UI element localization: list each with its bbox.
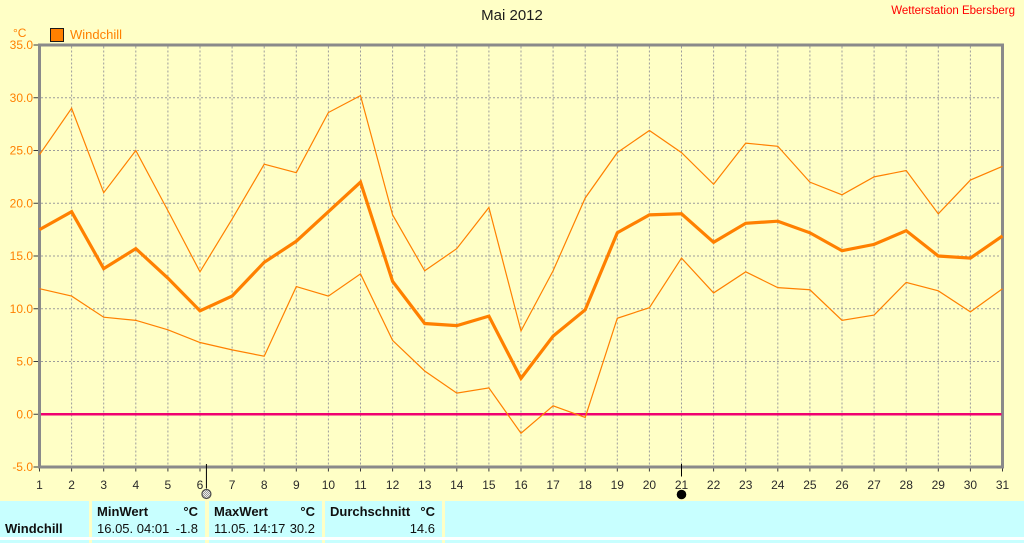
- x-tick-label: 12: [386, 478, 400, 492]
- y-axis-unit-label: °C: [13, 26, 27, 40]
- legend-label: Windchill: [70, 27, 123, 42]
- y-tick-label: 25.0: [10, 144, 34, 158]
- x-tick-label: 5: [165, 478, 172, 492]
- x-tick-label: 14: [450, 478, 464, 492]
- x-tick-label: 31: [996, 478, 1010, 492]
- new-moon-icon: [676, 489, 687, 500]
- windchill-line-chart: 35.030.025.020.015.010.05.00.0-5.01 2 3 4 5 6…: [10, 38, 1010, 500]
- y-tick-label: 0.0: [16, 407, 33, 421]
- x-tick-label: 15: [482, 478, 496, 492]
- plot-frame: [38, 43, 1004, 469]
- stats-next-row-label-truncated: Max.Wert: [5, 540, 63, 543]
- legend: Windchill: [50, 27, 122, 42]
- durchschnitt-value: 14.6: [409, 521, 435, 536]
- station-name: Wetterstation Ebersberg: [891, 5, 1015, 17]
- stats-col-minwert: MinWert °C 16.05. 04:01 -1.8: [92, 501, 205, 543]
- y-tick-label: 15.0: [10, 249, 34, 263]
- windchill-min-line: [39, 257, 1003, 435]
- stats-table: Windchill Max.Wert MinWert °C 16.05. 04:…: [0, 501, 1024, 543]
- x-tick-label: 26: [835, 478, 849, 492]
- x-tick-label: 9: [293, 478, 300, 492]
- maxwert-datetime: 11.05. 14:17: [214, 521, 286, 536]
- stats-col-maxwert: MaxWert °C 11.05. 14:17 30.2: [209, 501, 322, 543]
- stats-row-label: Windchill: [5, 521, 63, 536]
- y-tick-label: 35.0: [10, 38, 34, 52]
- x-tick-label: 1: [36, 478, 43, 492]
- x-tick-label: 3: [100, 478, 107, 492]
- x-tick-label: 6: [197, 478, 204, 492]
- full-moon-icon: [201, 488, 212, 500]
- maxwert-header: MaxWert: [214, 504, 268, 519]
- x-tick-label: 19: [611, 478, 625, 492]
- x-tick-label: 20: [643, 478, 657, 492]
- x-tick-label: 28: [900, 478, 914, 492]
- x-tick-label: 24: [771, 478, 785, 492]
- table-row-separator: [0, 537, 1024, 540]
- minwert-unit: °C: [183, 504, 198, 519]
- windchill-swatch-icon: [50, 27, 64, 42]
- durchschnitt-unit: °C: [420, 504, 435, 519]
- minwert-header: MinWert: [97, 504, 149, 519]
- x-tick-label: 16: [514, 478, 528, 492]
- windchill-max-line: [39, 94, 1003, 333]
- maxwert-unit: °C: [300, 504, 315, 519]
- x-tick-label: 10: [322, 478, 336, 492]
- x-tick-label: 4: [132, 478, 139, 492]
- stats-col-label: Windchill Max.Wert: [0, 501, 89, 543]
- x-tick-label: 21: [675, 478, 689, 492]
- x-tick-label: 11: [354, 478, 367, 492]
- chart-title: Mai 2012: [481, 7, 543, 24]
- x-tick-label: 23: [739, 478, 753, 492]
- y-tick-label: 5.0: [16, 355, 33, 369]
- x-tick-label: 18: [579, 478, 593, 492]
- y-tick-label: -5.0: [12, 460, 33, 474]
- x-tick-label: 8: [261, 478, 268, 492]
- x-tick-label: 7: [229, 478, 236, 492]
- x-tick-label: 2: [68, 478, 75, 492]
- stats-col-empty: [445, 501, 1024, 543]
- y-tick-label: 30.0: [10, 91, 34, 105]
- x-tick-label: 22: [707, 478, 721, 492]
- stats-col-durchschnitt: Durchschnitt °C 14.6: [325, 501, 442, 543]
- x-tick-label: 27: [867, 478, 881, 492]
- minwert-value: -1.8: [175, 521, 198, 536]
- x-tick-label: 17: [546, 478, 560, 492]
- windchill-avg-line: [38, 179, 1004, 382]
- durchschnitt-header: Durchschnitt: [330, 504, 411, 519]
- x-tick-label: 29: [932, 478, 946, 492]
- y-tick-label: 10.0: [10, 302, 34, 316]
- minwert-datetime: 16.05. 04:01: [97, 521, 170, 536]
- x-tick-label: 25: [803, 478, 817, 492]
- y-tick-label: 20.0: [10, 196, 34, 210]
- x-tick-label: 13: [418, 478, 432, 492]
- maxwert-value: 30.2: [289, 521, 315, 536]
- x-tick-label: 30: [964, 478, 978, 492]
